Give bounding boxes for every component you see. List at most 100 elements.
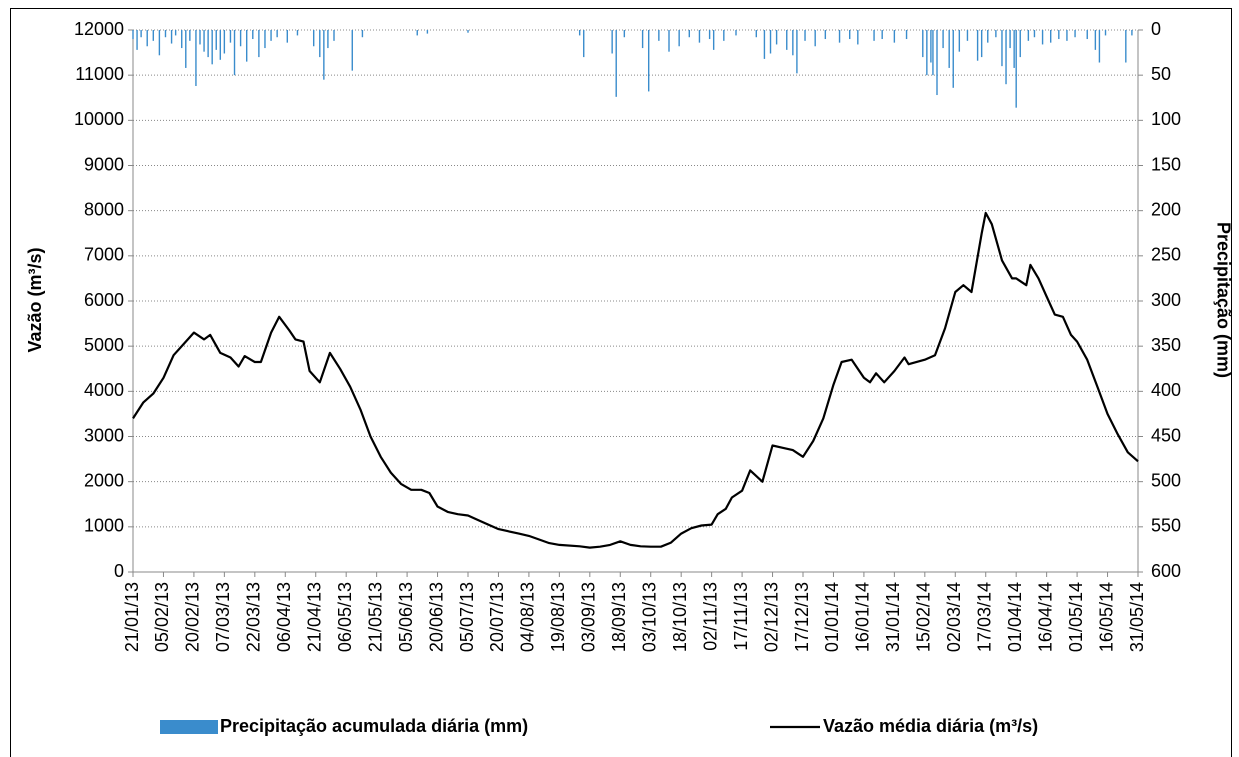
y-tick-label: 5000	[84, 335, 124, 355]
precipitation-bar	[203, 30, 205, 52]
x-tick-label: 21/05/13	[365, 582, 385, 652]
y-tick-label: 0	[114, 561, 124, 581]
precipitation-bar	[319, 30, 321, 58]
x-tick-label: 20/02/13	[183, 582, 203, 652]
y2-tick-label: 300	[1151, 290, 1181, 310]
precipitation-bar	[881, 30, 883, 40]
y2-tick-label: 50	[1151, 64, 1171, 84]
precipitation-bar	[195, 30, 197, 87]
x-tick-label: 01/01/14	[822, 582, 842, 652]
precipitation-bar	[987, 30, 989, 43]
precipitation-bar	[199, 30, 201, 45]
precipitation-bar	[270, 30, 272, 41]
precipitation-bar	[792, 30, 794, 56]
precipitation-bar	[252, 30, 254, 40]
precipitation-bar	[1074, 30, 1076, 38]
precipitation-bar	[215, 30, 217, 50]
precipitation-bar	[980, 30, 983, 58]
precipitation-bar	[312, 30, 315, 47]
x-tick-label: 16/04/14	[1035, 582, 1055, 652]
x-tick-label: 06/05/13	[335, 582, 355, 652]
precipitation-bar	[814, 30, 816, 47]
precipitation-bar	[763, 30, 766, 59]
precipitation-bar	[857, 30, 859, 45]
precipitation-bar	[189, 30, 191, 41]
precipitation-bar	[174, 30, 177, 36]
precipitation-bar	[775, 30, 778, 45]
precipitation-bar	[623, 30, 626, 38]
y-tick-label: 11000	[75, 64, 124, 84]
chart-frame	[10, 8, 1232, 757]
precipitation-bar	[958, 30, 961, 52]
precipitation-bar	[327, 30, 329, 49]
precipitation-bar	[158, 30, 161, 56]
precipitation-bar	[926, 30, 928, 76]
precipitation-bar	[1019, 30, 1021, 58]
precipitation-bar	[796, 30, 798, 74]
y-tick-label: 7000	[84, 245, 124, 265]
x-tick-label: 16/01/14	[853, 582, 873, 652]
y2-tick-label: 450	[1151, 425, 1181, 445]
precipitation-bar	[930, 30, 932, 63]
precipitation-bar	[838, 30, 841, 43]
precipitation-bar	[351, 30, 353, 71]
precipitation-bar	[258, 30, 260, 58]
y2-tick-label: 600	[1151, 561, 1181, 581]
x-tick-label: 17/11/13	[731, 582, 751, 651]
precipitation-bar	[769, 30, 772, 54]
x-tick-label: 18/09/13	[609, 582, 629, 652]
precipitation-bar	[140, 30, 142, 38]
precipitation-bar	[942, 30, 944, 49]
x-tick-label: 19/08/13	[548, 582, 568, 652]
precipitation-bar	[467, 30, 469, 33]
precipitation-bar	[416, 30, 418, 36]
precipitation-bar	[1094, 30, 1097, 50]
precipitation-bar	[170, 30, 173, 44]
precipitation-bar	[1009, 30, 1011, 49]
x-tick-label: 21/01/13	[122, 582, 142, 652]
precipitation-bar	[185, 30, 187, 68]
precipitation-bar	[735, 30, 737, 36]
precipitation-bar	[755, 30, 758, 38]
precipitation-bar	[824, 30, 827, 40]
precipitation-bar	[1027, 30, 1030, 41]
x-tick-label: 15/02/14	[914, 582, 934, 652]
x-tick-label: 20/06/13	[426, 582, 446, 652]
y2-tick-label: 400	[1151, 380, 1181, 400]
precipitation-bar	[922, 30, 924, 58]
precipitation-bar	[905, 30, 908, 40]
precipitation-bar	[136, 30, 138, 50]
precipitation-bar	[804, 30, 806, 41]
precipitation-bar	[698, 30, 701, 43]
y-tick-label: 6000	[84, 290, 124, 310]
precipitation-bar	[1058, 30, 1060, 40]
precipitation-bar	[658, 30, 660, 41]
precipitation-bar	[723, 30, 725, 41]
x-tick-label: 21/04/13	[304, 582, 324, 652]
x-tick-label: 02/12/13	[761, 582, 781, 652]
x-tick-label: 31/05/14	[1127, 582, 1147, 652]
precipitation-bar	[1104, 30, 1107, 36]
precipitation-bar	[1005, 30, 1007, 85]
x-tick-label: 02/11/13	[700, 582, 720, 651]
y-tick-label: 1000	[84, 516, 124, 536]
precipitation-bar	[786, 30, 788, 50]
x-tick-label: 05/06/13	[396, 582, 416, 652]
x-tick-label: 05/07/13	[457, 582, 477, 652]
x-tick-label: 06/04/13	[274, 582, 294, 652]
x-tick-label: 02/03/14	[944, 582, 964, 652]
precipitation-bar	[219, 30, 222, 60]
precipitation-bar	[893, 30, 896, 43]
precipitation-bar	[181, 30, 183, 49]
precipitation-bar	[296, 30, 299, 36]
precipitation-bar	[1086, 30, 1088, 40]
y2-tick-label: 100	[1151, 109, 1181, 129]
x-tick-label: 07/03/13	[213, 582, 233, 652]
y2-tick-label: 350	[1151, 335, 1181, 355]
precipitation-bar	[1033, 30, 1036, 38]
precipitation-bar	[1131, 30, 1133, 36]
y2-tick-label: 200	[1151, 199, 1181, 219]
legend-label: Precipitação acumulada diária (mm)	[220, 716, 528, 736]
x-tick-label: 03/10/13	[639, 582, 659, 652]
